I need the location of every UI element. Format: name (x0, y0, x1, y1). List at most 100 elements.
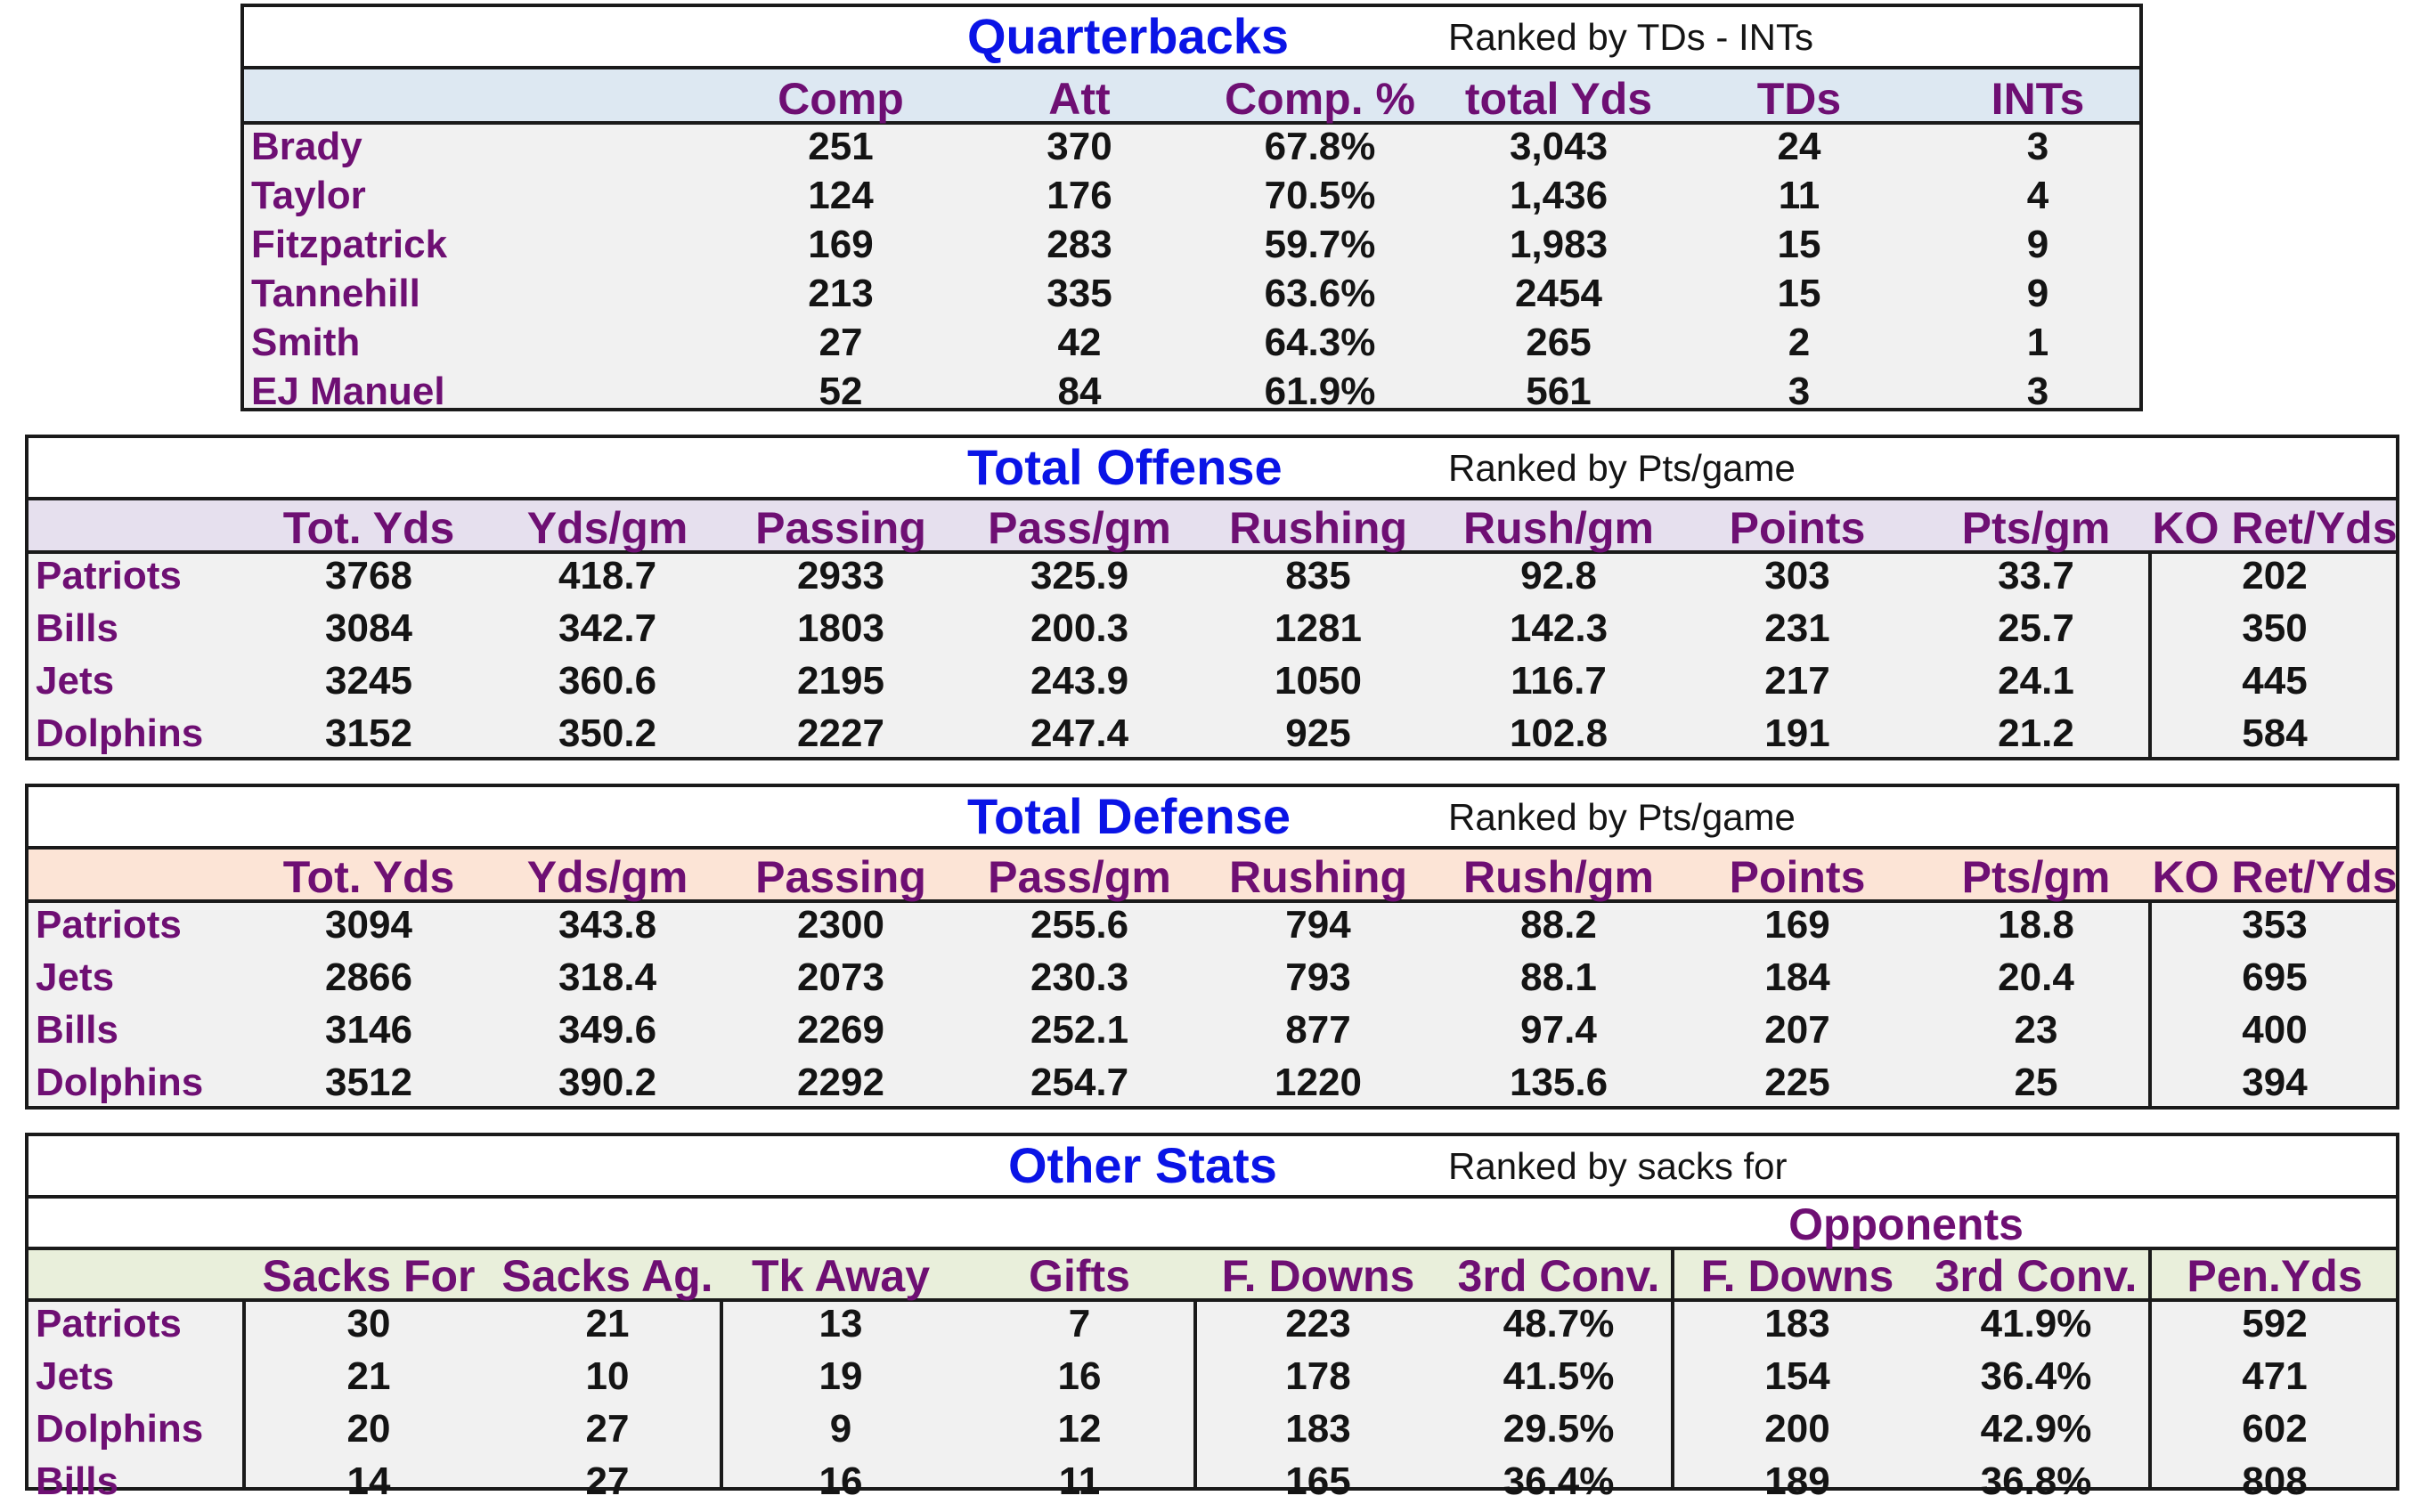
table-cell: 360.6 (558, 659, 657, 703)
column-header: F. Downs (1700, 1251, 1894, 1301)
column-divider (2148, 554, 2152, 757)
table-cell: 9 (829, 1407, 852, 1451)
table-cell: 2073 (797, 955, 884, 999)
table-cell: 11 (1778, 174, 1820, 217)
table-cell: 794 (1285, 903, 1351, 947)
other-header-row: Sacks For Sacks Ag. Tk Away Gifts F. Downs 3r… (29, 1250, 2396, 1302)
table-cell: 116.7 (1511, 659, 1607, 703)
quarterbacks-header-row: Comp Att Comp. % total Yds TDs INTs (244, 69, 2139, 125)
table-cell: 400 (2242, 1008, 2308, 1052)
row-label: Jets (36, 659, 115, 703)
table-cell: 3 (2026, 370, 2049, 413)
table-cell: 24 (1777, 125, 1821, 168)
table-cell: 41.5% (1503, 1354, 1615, 1398)
table-cell: 19 (819, 1354, 863, 1398)
defense-body: Patriots 3094 343.8 2300 255.6 794 88.2 169 18.8… (29, 903, 2396, 1106)
column-header: Rush/gm (1463, 503, 1654, 553)
column-divider (720, 1302, 723, 1487)
table-cell: 14 (346, 1459, 391, 1503)
column-header: KO Ret/Yds (2152, 852, 2398, 902)
table-row: Smith 27 42 64.3% 265 2 1 (244, 321, 2139, 370)
column-header: INTs (1991, 74, 2085, 124)
table-cell: 335 (1047, 272, 1112, 315)
defense-subtitle: Ranked by Pts/game (1448, 796, 1796, 838)
table-cell: 23 (2014, 1008, 2058, 1052)
table-cell: 36.4% (1980, 1354, 2092, 1398)
table-cell: 471 (2242, 1354, 2308, 1398)
column-header: F. Downs (1221, 1251, 1415, 1301)
table-cell: 41.9% (1980, 1302, 2092, 1345)
table-cell: 184 (1764, 955, 1830, 999)
table-cell: 13 (819, 1302, 863, 1345)
row-label: Patriots (36, 903, 182, 947)
table-cell: 20 (346, 1407, 391, 1451)
table-cell: 230.3 (1030, 955, 1129, 999)
row-label: Dolphins (36, 1061, 204, 1104)
table-cell: 207 (1764, 1008, 1830, 1052)
table-cell: 925 (1285, 711, 1351, 755)
table-cell: 20.4 (1998, 955, 2074, 999)
table-cell: 602 (2242, 1407, 2308, 1451)
table-cell: 3768 (325, 554, 412, 597)
table-row: Bills 14 27 16 11 165 36.4% 189 36.8% 808 (29, 1459, 2396, 1512)
table-row: Bills 3084 342.7 1803 200.3 1281 142.3 231 25.7 3… (29, 606, 2396, 659)
table-cell: 183 (1764, 1302, 1830, 1345)
table-cell: 11 (1058, 1459, 1101, 1503)
quarterbacks-title-bar: Quarterbacks Ranked by TDs - INTs (244, 7, 2139, 69)
table-cell: 36.4% (1503, 1459, 1615, 1503)
table-cell: 42 (1057, 321, 1102, 364)
row-label: Bills (36, 1008, 118, 1052)
table-cell: 877 (1285, 1008, 1351, 1052)
offense-title-bar: Total Offense Ranked by Pts/game (29, 438, 2396, 500)
table-cell: 223 (1285, 1302, 1351, 1345)
offense-header-row: Tot. Yds Yds/gm Passing Pass/gm Rushing Rush/… (29, 500, 2398, 554)
table-cell: 808 (2242, 1459, 2308, 1503)
row-label: Bills (36, 606, 118, 650)
table-cell: 592 (2242, 1302, 2308, 1345)
table-cell: 2195 (797, 659, 884, 703)
table-cell: 561 (1526, 370, 1592, 413)
table-cell: 33.7 (1998, 554, 2074, 597)
column-header: total Yds (1464, 74, 1653, 124)
table-cell: 7 (1068, 1302, 1091, 1345)
column-header: Points (1729, 852, 1866, 902)
table-cell: 21.2 (1998, 711, 2074, 755)
row-label: Dolphins (36, 711, 204, 755)
other-stats-table: Other Stats Ranked by sacks for Opponent… (25, 1133, 2399, 1503)
defense-title-bar: Total Defense Ranked by Pts/game (29, 787, 2396, 849)
column-header: Pts/gm (1961, 503, 2111, 553)
table-row: Brady 251 370 67.8% 3,043 24 3 (244, 125, 2139, 174)
table-cell: 67.8% (1264, 125, 1376, 168)
table-cell: 25.7 (1998, 606, 2074, 650)
column-divider (1193, 1302, 1197, 1487)
table-cell: 255.6 (1030, 903, 1129, 947)
column-header: Points (1729, 503, 1866, 553)
table-cell: 92.8 (1520, 554, 1597, 597)
column-divider (1671, 1250, 1674, 1487)
column-header: Sacks Ag. (501, 1251, 713, 1301)
other-title: Other Stats (1008, 1137, 1277, 1193)
opponents-group-row: Opponents (29, 1199, 2396, 1250)
table-cell: 30 (346, 1302, 391, 1345)
table-cell: 169 (808, 223, 874, 266)
table-row: Jets 2866 318.4 2073 230.3 793 88.1 184 20.4 695 (29, 955, 2396, 1008)
table-cell: 343.8 (558, 903, 657, 947)
table-row: EJ Manuel 52 84 61.9% 561 3 3 (244, 370, 2139, 419)
table-cell: 1,436 (1509, 174, 1609, 217)
table-row: Dolphins 3152 350.2 2227 247.4 925 102.8 191 21.… (29, 711, 2396, 764)
table-cell: 2292 (797, 1061, 884, 1104)
table-cell: 213 (808, 272, 874, 315)
quarterbacks-subtitle: Ranked by TDs - INTs (1448, 16, 1814, 58)
row-label: Jets (36, 1354, 115, 1398)
table-cell: 3512 (325, 1061, 412, 1104)
table-cell: 247.4 (1030, 711, 1129, 755)
other-subtitle: Ranked by sacks for (1448, 1145, 1788, 1187)
table-cell: 70.5% (1264, 174, 1376, 217)
table-cell: 1050 (1275, 659, 1362, 703)
table-cell: 353 (2242, 903, 2308, 947)
column-header: Rushing (1229, 852, 1407, 902)
table-cell: 251 (808, 125, 874, 168)
table-cell: 445 (2242, 659, 2308, 703)
column-header: 3rd Conv. (1934, 1251, 2138, 1301)
row-label: Taylor (251, 174, 366, 217)
